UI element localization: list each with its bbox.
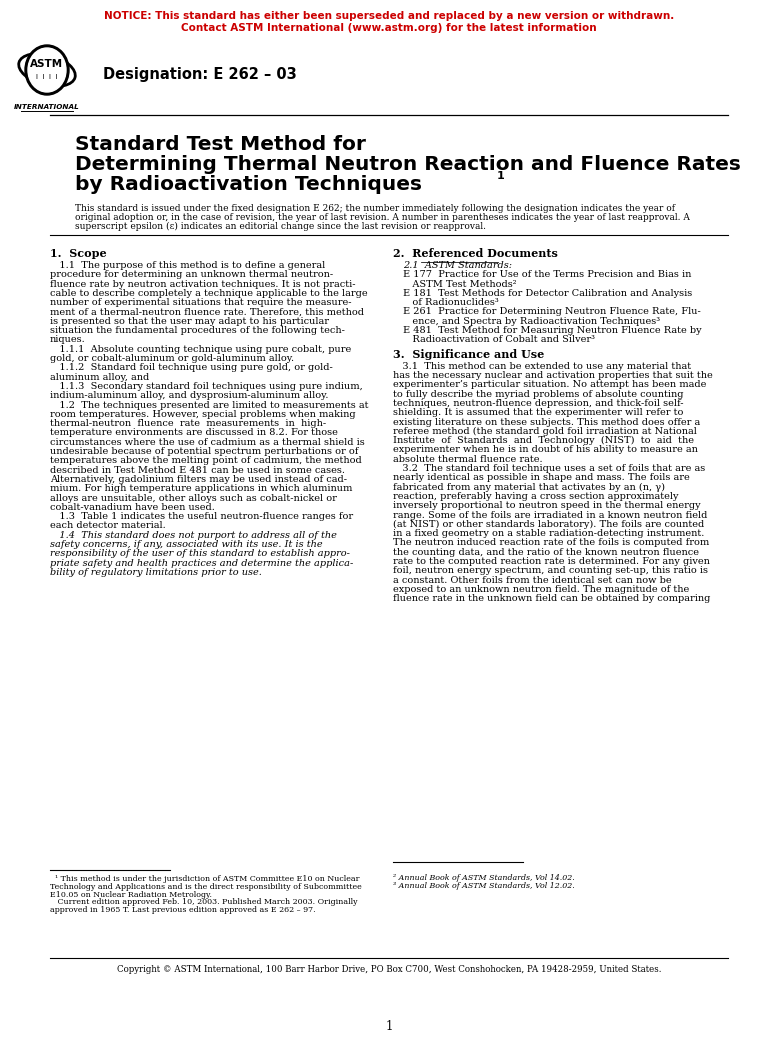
Text: experimenter when he is in doubt of his ability to measure an: experimenter when he is in doubt of his … [393,446,698,455]
Text: 3.2  The standard foil technique uses a set of foils that are as: 3.2 The standard foil technique uses a s… [393,464,705,473]
Text: ² Annual Book of ASTM Standards, Vol 14.02.: ² Annual Book of ASTM Standards, Vol 14.… [393,874,575,882]
Text: experimenter’s particular situation. No attempt has been made: experimenter’s particular situation. No … [393,380,706,389]
Text: E10.05 on Nuclear Radiation Metrology.: E10.05 on Nuclear Radiation Metrology. [50,891,212,898]
Text: cable to describe completely a technique applicable to the large: cable to describe completely a technique… [50,289,368,298]
Text: E 181  Test Methods for Detector Calibration and Analysis: E 181 Test Methods for Detector Calibrat… [403,289,692,298]
Text: Standard Test Method for: Standard Test Method for [75,135,366,154]
Text: NOTICE: This standard has either been superseded and replaced by a new version o: NOTICE: This standard has either been su… [104,11,674,21]
Text: shielding. It is assumed that the experimenter will refer to: shielding. It is assumed that the experi… [393,408,683,417]
Text: is presented so that the user may adapt to his particular: is presented so that the user may adapt … [50,316,329,326]
Text: bility of regulatory limitations prior to use.: bility of regulatory limitations prior t… [50,568,262,577]
Text: number of experimental situations that require the measure-: number of experimental situations that r… [50,298,352,307]
Text: undesirable because of potential spectrum perturbations or of: undesirable because of potential spectru… [50,447,359,456]
Text: temperature environments are discussed in 8.2. For those: temperature environments are discussed i… [50,429,338,437]
Text: ³ Annual Book of ASTM Standards, Vol 12.02.: ³ Annual Book of ASTM Standards, Vol 12.… [393,882,575,890]
Text: niques.: niques. [50,335,86,345]
Text: reaction, preferably having a cross section approximately: reaction, preferably having a cross sect… [393,492,678,501]
Text: fabricated from any material that activates by an (n, γ): fabricated from any material that activa… [393,483,665,491]
Text: 1: 1 [385,1020,393,1033]
Text: ASTM Test Methods²: ASTM Test Methods² [403,280,517,288]
Text: 1.2  The techniques presented are limited to measurements at: 1.2 The techniques presented are limited… [50,401,369,409]
Text: Current edition approved Feb. 10, 2003. Published March 2003. Originally: Current edition approved Feb. 10, 2003. … [50,898,358,907]
Text: Institute  of  Standards  and  Technology  (NIST)  to  aid  the: Institute of Standards and Technology (N… [393,436,694,446]
Text: range. Some of the foils are irradiated in a known neutron field: range. Some of the foils are irradiated … [393,510,707,519]
Text: rate to the computed reaction rate is determined. For any given: rate to the computed reaction rate is de… [393,557,710,566]
Text: 1.3  Table 1 indicates the useful neutron-fluence ranges for: 1.3 Table 1 indicates the useful neutron… [50,512,353,522]
Text: cobalt-vanadium have been used.: cobalt-vanadium have been used. [50,503,215,512]
Text: aluminum alloy, and: aluminum alloy, and [50,373,149,382]
Text: indium-aluminum alloy, and dysprosium-aluminum alloy.: indium-aluminum alloy, and dysprosium-al… [50,391,328,400]
Text: Determining Thermal Neutron Reaction and Fluence Rates: Determining Thermal Neutron Reaction and… [75,155,741,174]
Text: Alternatively, gadolinium filters may be used instead of cad-: Alternatively, gadolinium filters may be… [50,475,347,484]
Text: 3.  Significance and Use: 3. Significance and Use [393,349,545,360]
Text: (at NIST) or other standards laboratory). The foils are counted: (at NIST) or other standards laboratory)… [393,519,704,529]
Text: priate safety and health practices and determine the applica-: priate safety and health practices and d… [50,559,353,567]
Text: 1.  Scope: 1. Scope [50,248,107,259]
Text: 2.1  ASTM Standards:: 2.1 ASTM Standards: [403,261,512,270]
Text: nearly identical as possible in shape and mass. The foils are: nearly identical as possible in shape an… [393,474,690,482]
Text: circumstances where the use of cadmium as a thermal shield is: circumstances where the use of cadmium a… [50,437,365,447]
Text: fluence rate in the unknown field can be obtained by comparing: fluence rate in the unknown field can be… [393,594,710,603]
Text: E 261  Practice for Determining Neutron Fluence Rate, Flu-: E 261 Practice for Determining Neutron F… [403,307,701,316]
Text: Designation: E 262 – 03: Designation: E 262 – 03 [103,67,296,82]
Text: techniques, neutron-fluence depression, and thick-foil self-: techniques, neutron-fluence depression, … [393,399,684,408]
Text: INTERNATIONAL: INTERNATIONAL [14,104,80,110]
Text: 1: 1 [497,171,505,181]
Text: referee method (the standard gold foil irradiation at National: referee method (the standard gold foil i… [393,427,697,436]
Text: E 177  Practice for Use of the Terms Precision and Bias in: E 177 Practice for Use of the Terms Prec… [403,271,692,279]
Text: superscript epsilon (ε) indicates an editorial change since the last revision or: superscript epsilon (ε) indicates an edi… [75,222,486,231]
Text: of Radionuclides³: of Radionuclides³ [403,298,499,307]
Text: safety concerns, if any, associated with its use. It is the: safety concerns, if any, associated with… [50,540,323,549]
Text: gold, or cobalt-aluminum or gold-aluminum alloy.: gold, or cobalt-aluminum or gold-aluminu… [50,354,294,363]
Ellipse shape [25,45,69,95]
Text: exposed to an unknown neutron field. The magnitude of the: exposed to an unknown neutron field. The… [393,585,689,594]
Ellipse shape [28,48,66,92]
Text: thermal-neutron  fluence  rate  measurements  in  high-: thermal-neutron fluence rate measurement… [50,420,326,428]
Text: 1.1.2  Standard foil technique using pure gold, or gold-: 1.1.2 Standard foil technique using pure… [50,363,333,373]
Text: E 481  Test Method for Measuring Neutron Fluence Rate by: E 481 Test Method for Measuring Neutron … [403,326,702,335]
Text: original adoption or, in the case of revision, the year of last revision. A numb: original adoption or, in the case of rev… [75,213,690,222]
Text: each detector material.: each detector material. [50,522,166,531]
Text: 1.4  This standard does not purport to address all of the: 1.4 This standard does not purport to ad… [50,531,337,539]
Text: ASTM: ASTM [30,59,64,69]
Text: has the necessary nuclear and activation properties that suit the: has the necessary nuclear and activation… [393,371,713,380]
Text: fluence rate by neutron activation techniques. It is not practi-: fluence rate by neutron activation techn… [50,280,356,288]
Text: Radioactivation of Cobalt and Silver³: Radioactivation of Cobalt and Silver³ [403,335,595,345]
Text: alloys are unsuitable, other alloys such as cobalt-nickel or: alloys are unsuitable, other alloys such… [50,493,337,503]
Text: described in Test Method E 481 can be used in some cases.: described in Test Method E 481 can be us… [50,465,345,475]
Text: the counting data, and the ratio of the known neutron fluence: the counting data, and the ratio of the … [393,548,699,557]
Text: This standard is issued under the fixed designation E 262; the number immediatel: This standard is issued under the fixed … [75,204,675,213]
Text: 3.1  This method can be extended to use any material that: 3.1 This method can be extended to use a… [393,361,691,371]
Text: inversely proportional to neutron speed in the thermal energy: inversely proportional to neutron speed … [393,501,701,510]
Text: ence, and Spectra by Radioactivation Techniques³: ence, and Spectra by Radioactivation Tec… [403,316,660,326]
Text: Copyright © ASTM International, 100 Barr Harbor Drive, PO Box C700, West Conshoh: Copyright © ASTM International, 100 Barr… [117,965,661,974]
Text: foil, neutron energy spectrum, and counting set-up, this ratio is: foil, neutron energy spectrum, and count… [393,566,708,576]
Text: absolute thermal fluence rate.: absolute thermal fluence rate. [393,455,542,463]
Text: 1.1  The purpose of this method is to define a general: 1.1 The purpose of this method is to def… [50,261,325,270]
Text: procedure for determining an unknown thermal neutron-: procedure for determining an unknown the… [50,271,333,279]
Text: responsibility of the user of this standard to establish appro-: responsibility of the user of this stand… [50,550,350,558]
Text: existing literature on these subjects. This method does offer a: existing literature on these subjects. T… [393,417,700,427]
Text: 2.  Referenced Documents: 2. Referenced Documents [393,248,558,259]
Text: by Radioactivation Techniques: by Radioactivation Techniques [75,175,422,194]
Text: Technology and Applications and is the direct responsibility of Subcommittee: Technology and Applications and is the d… [50,883,362,891]
Text: to fully describe the myriad problems of absolute counting: to fully describe the myriad problems of… [393,389,684,399]
Text: situation the fundamental procedures of the following tech-: situation the fundamental procedures of … [50,326,345,335]
Text: approved in 1965 T. Last previous edition approved as E 262 – 97.: approved in 1965 T. Last previous editio… [50,907,316,914]
Text: temperatures above the melting point of cadmium, the method: temperatures above the melting point of … [50,456,362,465]
Text: Contact ASTM International (www.astm.org) for the latest information: Contact ASTM International (www.astm.org… [181,23,597,33]
Text: ment of a thermal-neutron fluence rate. Therefore, this method: ment of a thermal-neutron fluence rate. … [50,307,364,316]
Text: The neutron induced reaction rate of the foils is computed from: The neutron induced reaction rate of the… [393,538,710,548]
Text: in a fixed geometry on a stable radiation-detecting instrument.: in a fixed geometry on a stable radiatio… [393,529,704,538]
Text: 1.1.3  Secondary standard foil techniques using pure indium,: 1.1.3 Secondary standard foil techniques… [50,382,363,391]
Text: ¹ This method is under the jurisdiction of ASTM Committee E10 on Nuclear: ¹ This method is under the jurisdiction … [50,875,359,883]
Text: a constant. Other foils from the identical set can now be: a constant. Other foils from the identic… [393,576,671,585]
Text: I  I  I  I: I I I I [37,74,58,80]
Text: mium. For high temperature applications in which aluminum: mium. For high temperature applications … [50,484,352,493]
Text: room temperatures. However, special problems when making: room temperatures. However, special prob… [50,410,356,418]
Text: 1.1.1  Absolute counting technique using pure cobalt, pure: 1.1.1 Absolute counting technique using … [50,345,351,354]
